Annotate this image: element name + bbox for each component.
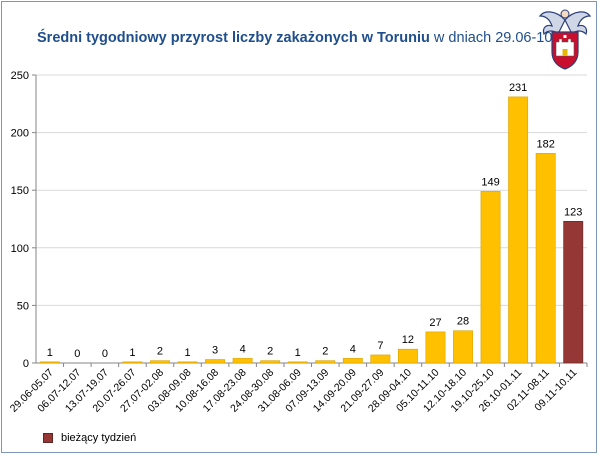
data-label: 2 bbox=[157, 346, 163, 358]
data-label: 3 bbox=[212, 345, 218, 357]
bar bbox=[287, 361, 308, 364]
bar bbox=[39, 361, 60, 364]
bar bbox=[260, 360, 281, 364]
data-label: 1 bbox=[129, 347, 135, 359]
y-tick-label: 100 bbox=[11, 243, 29, 255]
bar-current-week bbox=[563, 221, 584, 364]
bar bbox=[177, 361, 198, 364]
bar bbox=[122, 361, 143, 364]
data-label: 0 bbox=[102, 348, 108, 360]
legend-swatch-current-week bbox=[43, 433, 53, 443]
chart-title-dates: w dniach 29.06-10.11 bbox=[429, 30, 572, 46]
bar bbox=[342, 358, 363, 364]
y-tick-label: 0 bbox=[23, 358, 29, 370]
bar bbox=[205, 359, 226, 364]
data-label: 182 bbox=[536, 138, 554, 150]
bar bbox=[425, 331, 446, 364]
data-label: 123 bbox=[564, 206, 582, 218]
y-tick-label: 50 bbox=[17, 300, 29, 312]
bar bbox=[150, 360, 170, 364]
data-label: 1 bbox=[47, 347, 53, 359]
chart-title: Średni tygodniowy przyrost liczby zakażo… bbox=[37, 30, 572, 46]
bar bbox=[480, 191, 501, 364]
data-label: 0 bbox=[74, 348, 80, 360]
data-label: 4 bbox=[240, 343, 246, 355]
data-label: 2 bbox=[267, 346, 273, 358]
y-tick-label: 150 bbox=[11, 185, 29, 197]
data-label: 2 bbox=[322, 346, 328, 358]
legend-label-current-week: bieżący tydzień bbox=[61, 432, 137, 444]
y-tick-label: 200 bbox=[11, 128, 29, 140]
chart-title-main: Średni tygodniowy przyrost liczby zakażo… bbox=[37, 30, 430, 46]
data-label: 1 bbox=[184, 347, 190, 359]
data-label: 4 bbox=[350, 343, 356, 355]
bar bbox=[535, 153, 556, 364]
data-label: 231 bbox=[509, 82, 527, 94]
data-label: 149 bbox=[481, 176, 499, 188]
torun-coat-of-arms-icon bbox=[538, 9, 592, 70]
data-label: 28 bbox=[457, 316, 469, 328]
bar bbox=[453, 330, 473, 364]
legend: bieżący tydzień bbox=[43, 432, 136, 444]
data-label: 7 bbox=[377, 340, 383, 352]
bar bbox=[232, 358, 253, 364]
data-label: 27 bbox=[429, 317, 441, 329]
bar bbox=[315, 360, 336, 364]
data-label: 12 bbox=[402, 334, 414, 346]
y-tick-label: 250 bbox=[11, 70, 29, 82]
bar bbox=[508, 96, 529, 364]
bar bbox=[397, 348, 418, 364]
data-label: 1 bbox=[295, 347, 301, 359]
bar bbox=[370, 354, 391, 364]
